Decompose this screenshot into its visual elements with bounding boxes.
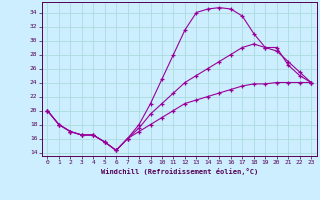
X-axis label: Windchill (Refroidissement éolien,°C): Windchill (Refroidissement éolien,°C) [100,168,258,175]
